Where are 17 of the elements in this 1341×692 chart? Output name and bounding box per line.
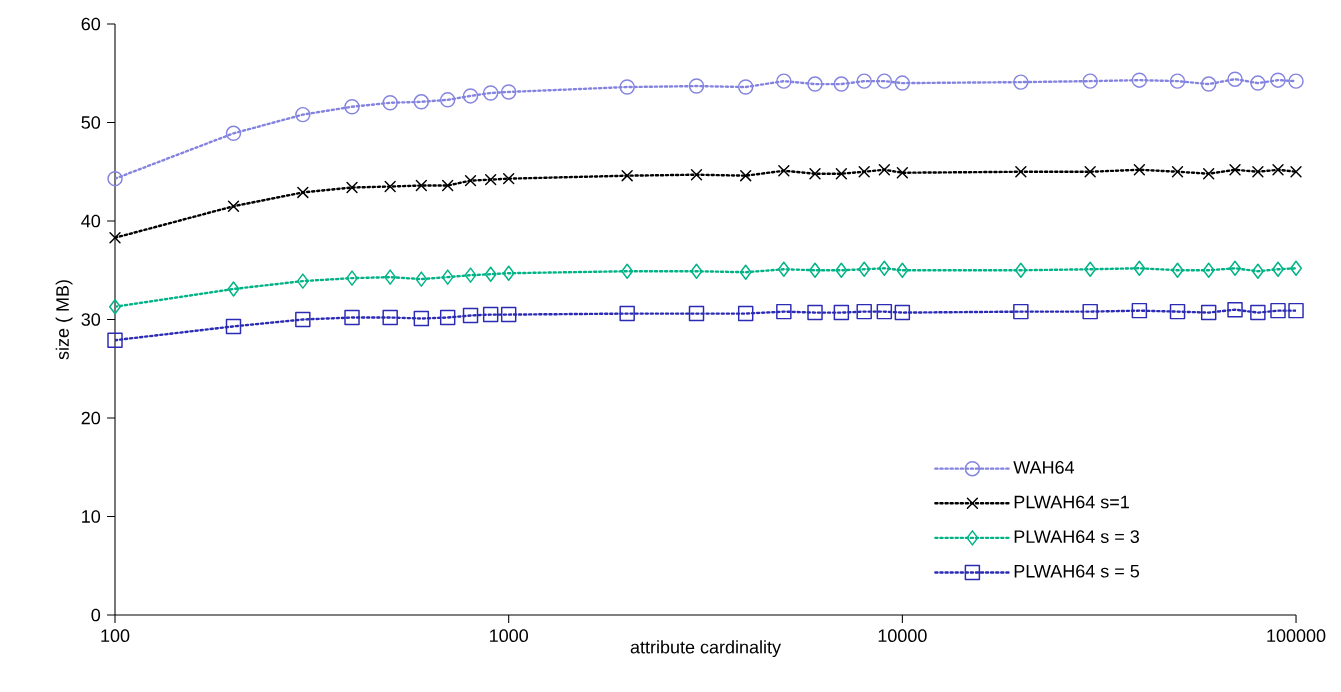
legend-label: PLWAH64 s = 5 <box>1014 564 1140 578</box>
y-axis-title: size ( MB) <box>55 280 73 360</box>
legend-label: PLWAH64 s = 3 <box>1014 530 1140 543</box>
legend-label: PLWAH64 s=1 <box>1014 495 1129 509</box>
y-tick-label: 30 <box>81 313 101 326</box>
legend-label: WAH64 <box>1013 461 1075 474</box>
y-tick-label: 40 <box>81 214 101 228</box>
x-tick-label: 1000 <box>490 629 528 642</box>
y-tick-label: 20 <box>81 411 101 425</box>
y-tick-label: 60 <box>81 17 101 31</box>
x-tick-label: 100 <box>101 629 130 642</box>
y-tick-label: 0 <box>91 608 101 622</box>
y-tick-label: 50 <box>81 116 101 129</box>
x-tick-label: 100000 <box>1267 629 1326 642</box>
x-tick-label: 10000 <box>878 629 927 642</box>
y-tick-label: 10 <box>82 510 101 523</box>
x-axis-title: attribute cardinality <box>630 640 781 658</box>
